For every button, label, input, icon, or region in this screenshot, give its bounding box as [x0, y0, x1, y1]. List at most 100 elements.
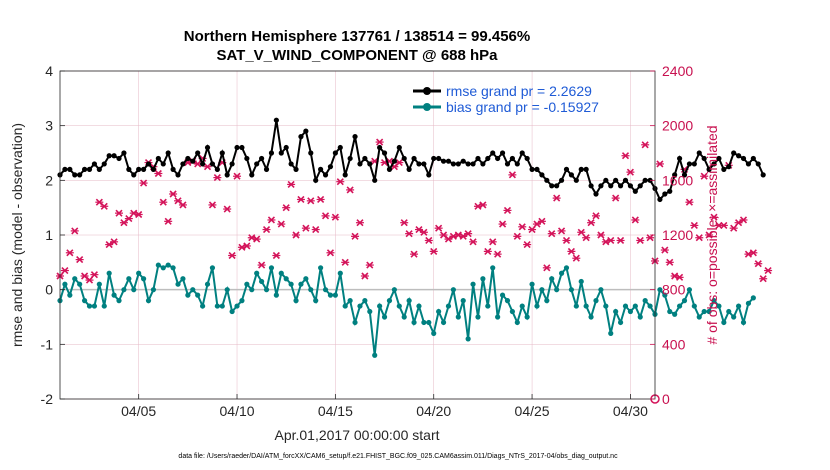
count-marker — [346, 186, 355, 194]
series-point-1 — [426, 319, 432, 326]
series-point-0 — [534, 166, 540, 172]
series-point-0 — [613, 177, 619, 183]
legend-marker-bias — [423, 103, 431, 111]
series-point-1 — [185, 292, 191, 298]
count-marker — [203, 163, 212, 171]
series-point-0 — [357, 161, 363, 167]
series-point-0 — [637, 183, 643, 189]
series-point-0 — [81, 166, 88, 172]
series-point-1 — [667, 308, 673, 315]
series-point-0 — [672, 172, 678, 178]
series-point-0 — [681, 172, 688, 178]
series-point-0 — [337, 144, 343, 151]
count-marker — [134, 210, 143, 219]
series-point-1 — [234, 303, 240, 309]
series-point-0 — [460, 158, 466, 164]
series-point-0 — [322, 172, 329, 178]
count-marker — [410, 250, 419, 258]
series-point-0 — [381, 150, 388, 156]
series-point-0 — [391, 158, 397, 164]
assimilated-count-markers — [56, 138, 773, 404]
series-point-0 — [735, 153, 742, 159]
series-point-0 — [352, 134, 358, 140]
series-point-1 — [617, 319, 624, 326]
series-point-1 — [121, 287, 127, 293]
series-point-1 — [563, 265, 570, 271]
series-point-1 — [303, 276, 309, 282]
series-point-0 — [440, 158, 447, 164]
series-point-1 — [672, 311, 678, 317]
series-point-0 — [465, 161, 471, 167]
series-point-0 — [293, 166, 299, 172]
count-marker — [375, 138, 384, 146]
series-point-0 — [445, 158, 452, 164]
series-point-0 — [204, 144, 211, 151]
series-point-1 — [657, 287, 663, 293]
series-point-1 — [62, 281, 68, 287]
series-point-0 — [622, 177, 629, 183]
series-point-1 — [534, 303, 540, 309]
series-point-0 — [750, 155, 756, 162]
count-marker — [213, 174, 222, 182]
series-point-1 — [445, 303, 452, 309]
count-marker — [85, 276, 94, 284]
count-marker — [729, 224, 738, 232]
series-point-0 — [686, 161, 693, 167]
series-point-0 — [396, 144, 402, 151]
count-marker — [124, 215, 133, 223]
plot-area: 04/05 04/10 04/15 04/20 04/25 04/30 -2 -1 0 1 2 3 4… — [41, 63, 773, 419]
series-point-1 — [381, 314, 388, 320]
x-tick-label: 04/25 — [515, 403, 550, 419]
series-point-1 — [495, 314, 501, 320]
series-point-1 — [455, 314, 461, 320]
count-marker — [90, 271, 99, 279]
series-point-1 — [116, 298, 122, 304]
count-marker — [355, 219, 364, 227]
series-point-1 — [160, 265, 166, 271]
series-point-1 — [91, 303, 98, 309]
count-marker — [542, 264, 551, 272]
series-point-1 — [136, 270, 142, 276]
count-marker — [616, 236, 625, 245]
series-point-1 — [436, 308, 442, 315]
series-point-0 — [313, 177, 319, 183]
count-marker — [518, 223, 527, 231]
series-point-1 — [111, 292, 117, 298]
series-point-0 — [239, 144, 245, 151]
legend-marker-rmse — [423, 87, 431, 95]
series-point-1 — [362, 298, 368, 304]
series-point-1 — [337, 270, 343, 276]
chart-title-line1: Northern Hemisphere 137761 / 138514 = 99… — [184, 28, 530, 45]
count-marker — [252, 235, 261, 243]
series-point-1 — [416, 303, 422, 309]
series-point-1 — [411, 319, 417, 326]
series-point-0 — [416, 161, 422, 167]
series-point-0 — [617, 183, 624, 189]
series-point-1 — [293, 298, 299, 304]
series-point-1 — [691, 303, 697, 309]
series-point-0 — [303, 128, 309, 134]
series-point-1 — [613, 308, 619, 315]
series-point-1 — [440, 319, 447, 326]
count-marker — [483, 247, 492, 255]
series-point-0 — [450, 161, 456, 167]
count-marker — [557, 227, 566, 235]
series-point-1 — [716, 303, 722, 309]
count-marker — [434, 224, 443, 232]
series-point-1 — [106, 270, 112, 276]
series-point-1 — [77, 281, 83, 287]
series-point-0 — [549, 183, 555, 189]
series-point-1 — [549, 276, 555, 282]
series-point-1 — [200, 303, 206, 309]
series-point-0 — [760, 172, 766, 178]
series-point-1 — [101, 303, 107, 309]
series-point-1 — [170, 265, 176, 271]
series-point-0 — [563, 166, 570, 172]
y-tick-label: 3 — [45, 118, 53, 134]
count-marker — [351, 232, 360, 240]
series-point-1 — [509, 308, 515, 315]
series-point-1 — [195, 292, 201, 298]
count-marker — [65, 249, 74, 257]
series-point-0 — [278, 150, 284, 156]
